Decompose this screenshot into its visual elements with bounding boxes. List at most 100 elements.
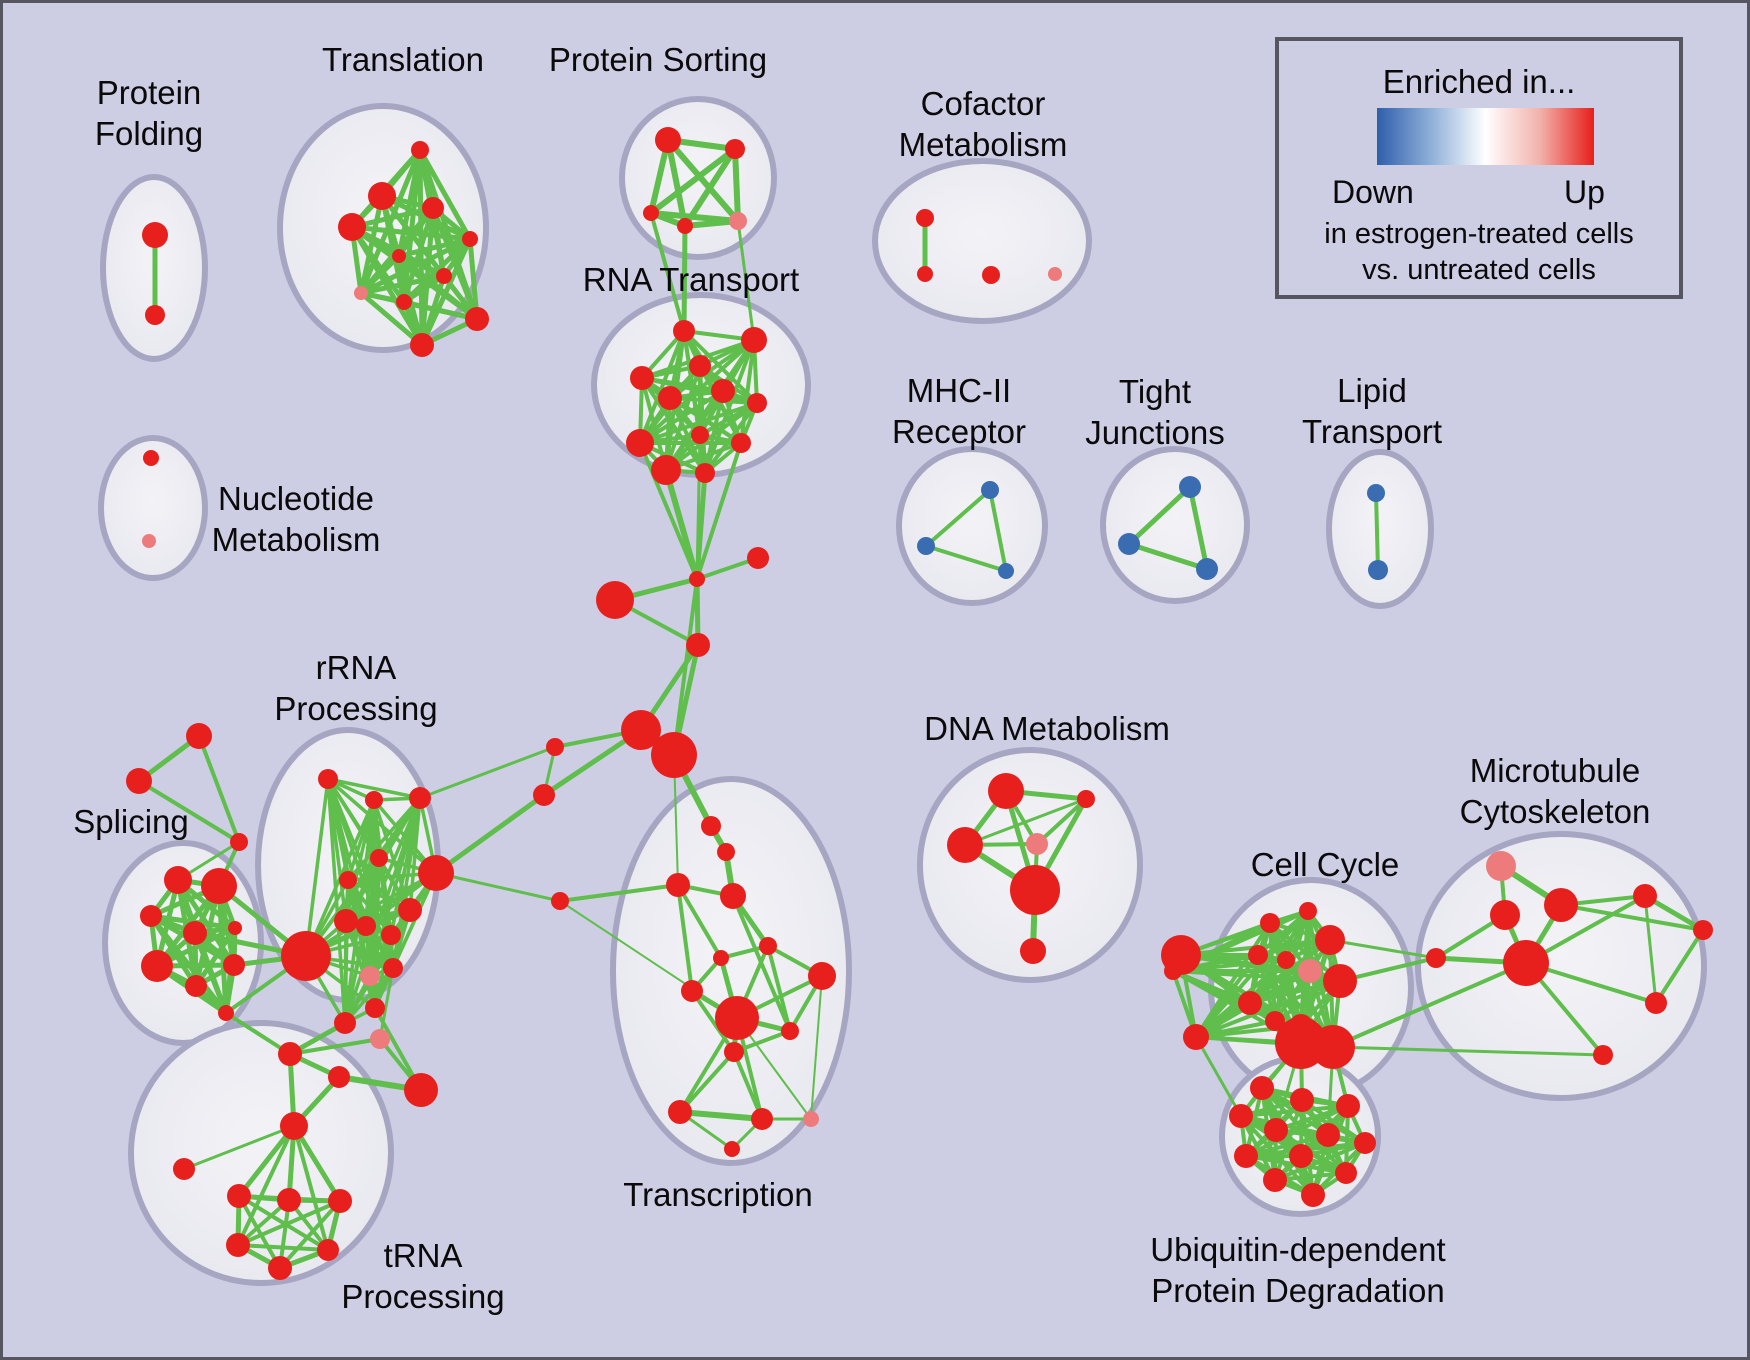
gene-set-node[interactable]	[1354, 1132, 1376, 1154]
gene-set-node[interactable]	[1196, 558, 1218, 580]
gene-set-node[interactable]	[360, 966, 380, 986]
gene-set-node[interactable]	[368, 182, 396, 210]
gene-set-node[interactable]	[268, 1256, 292, 1280]
gene-set-node[interactable]	[365, 791, 383, 809]
gene-set-node[interactable]	[218, 1005, 234, 1021]
gene-set-node[interactable]	[338, 213, 366, 241]
gene-set-node[interactable]	[668, 1100, 692, 1124]
gene-set-node[interactable]	[1645, 992, 1667, 1014]
gene-set-node[interactable]	[651, 732, 697, 778]
gene-set-node[interactable]	[689, 571, 705, 587]
gene-set-node[interactable]	[370, 1029, 390, 1049]
gene-set-node[interactable]	[655, 127, 681, 153]
gene-set-node[interactable]	[1426, 948, 1446, 968]
gene-set-node[interactable]	[1593, 1045, 1613, 1065]
gene-set-node[interactable]	[410, 333, 434, 357]
gene-set-node[interactable]	[356, 916, 376, 936]
gene-set-node[interactable]	[1020, 938, 1046, 964]
gene-set-node[interactable]	[630, 366, 654, 390]
gene-set-node[interactable]	[1298, 959, 1322, 983]
gene-set-node[interactable]	[1336, 1094, 1360, 1118]
gene-set-node[interactable]	[226, 1233, 250, 1257]
gene-set-node[interactable]	[677, 218, 693, 234]
gene-set-node[interactable]	[803, 1111, 819, 1127]
gene-set-node[interactable]	[1263, 1168, 1287, 1192]
gene-set-node[interactable]	[1490, 900, 1520, 930]
gene-set-node[interactable]	[724, 1042, 744, 1062]
gene-set-node[interactable]	[223, 954, 245, 976]
gene-set-node[interactable]	[673, 320, 695, 342]
gene-set-node[interactable]	[383, 958, 403, 978]
gene-set-node[interactable]	[781, 1022, 799, 1040]
gene-set-node[interactable]	[396, 294, 412, 310]
gene-set-node[interactable]	[701, 816, 721, 836]
gene-set-node[interactable]	[658, 386, 682, 410]
gene-set-node[interactable]	[947, 827, 983, 863]
gene-set-node[interactable]	[328, 1066, 350, 1088]
gene-set-node[interactable]	[1234, 1144, 1258, 1168]
gene-set-node[interactable]	[713, 950, 729, 966]
gene-set-node[interactable]	[1260, 913, 1280, 933]
gene-set-node[interactable]	[981, 481, 999, 499]
gene-set-node[interactable]	[436, 268, 452, 284]
gene-set-node[interactable]	[422, 197, 444, 219]
gene-set-node[interactable]	[1238, 991, 1262, 1015]
gene-set-node[interactable]	[916, 209, 934, 227]
gene-set-node[interactable]	[278, 1042, 302, 1066]
gene-set-node[interactable]	[551, 892, 569, 910]
gene-set-node[interactable]	[328, 1189, 352, 1213]
gene-set-node[interactable]	[1183, 1024, 1209, 1050]
gene-set-node[interactable]	[186, 723, 212, 749]
gene-set-node[interactable]	[729, 212, 747, 230]
gene-set-node[interactable]	[1048, 267, 1062, 281]
gene-set-node[interactable]	[1316, 1123, 1340, 1147]
gene-set-node[interactable]	[1335, 1162, 1357, 1184]
gene-set-node[interactable]	[185, 975, 207, 997]
gene-set-node[interactable]	[354, 286, 368, 300]
gene-set-node[interactable]	[1264, 1118, 1288, 1142]
gene-set-node[interactable]	[1026, 833, 1048, 855]
gene-set-node[interactable]	[334, 909, 358, 933]
gene-set-node[interactable]	[1118, 533, 1140, 555]
gene-set-node[interactable]	[365, 998, 385, 1018]
gene-set-node[interactable]	[418, 855, 454, 891]
gene-set-node[interactable]	[164, 866, 192, 894]
gene-set-node[interactable]	[1250, 1076, 1274, 1100]
gene-set-node[interactable]	[404, 1073, 438, 1107]
gene-set-node[interactable]	[228, 921, 242, 935]
gene-set-node[interactable]	[1164, 962, 1182, 980]
gene-set-node[interactable]	[917, 537, 935, 555]
gene-set-node[interactable]	[277, 1188, 301, 1212]
gene-set-node[interactable]	[339, 871, 357, 889]
gene-set-node[interactable]	[173, 1158, 195, 1180]
gene-set-node[interactable]	[1544, 888, 1578, 922]
gene-set-node[interactable]	[717, 843, 735, 861]
gene-set-node[interactable]	[711, 379, 735, 403]
gene-set-node[interactable]	[1323, 964, 1357, 998]
gene-set-node[interactable]	[126, 768, 152, 794]
gene-set-node[interactable]	[230, 833, 248, 851]
gene-set-node[interactable]	[1486, 851, 1516, 881]
gene-set-node[interactable]	[183, 921, 207, 945]
gene-set-node[interactable]	[280, 1112, 308, 1140]
gene-set-node[interactable]	[695, 463, 715, 483]
gene-set-node[interactable]	[689, 355, 711, 377]
gene-set-node[interactable]	[596, 581, 634, 619]
gene-set-node[interactable]	[1179, 476, 1201, 498]
gene-set-node[interactable]	[143, 450, 159, 466]
gene-set-node[interactable]	[462, 231, 478, 247]
gene-set-node[interactable]	[1248, 945, 1268, 965]
gene-set-node[interactable]	[318, 769, 338, 789]
gene-set-node[interactable]	[982, 266, 1000, 284]
gene-set-node[interactable]	[227, 1184, 251, 1208]
gene-set-node[interactable]	[651, 455, 681, 485]
gene-set-node[interactable]	[145, 305, 165, 325]
gene-set-node[interactable]	[381, 925, 401, 945]
gene-set-node[interactable]	[917, 266, 933, 282]
gene-set-node[interactable]	[370, 849, 388, 867]
gene-set-node[interactable]	[1290, 1088, 1314, 1112]
gene-set-node[interactable]	[411, 141, 429, 159]
gene-set-node[interactable]	[731, 433, 751, 453]
gene-set-node[interactable]	[1299, 902, 1317, 920]
gene-set-node[interactable]	[741, 327, 767, 353]
